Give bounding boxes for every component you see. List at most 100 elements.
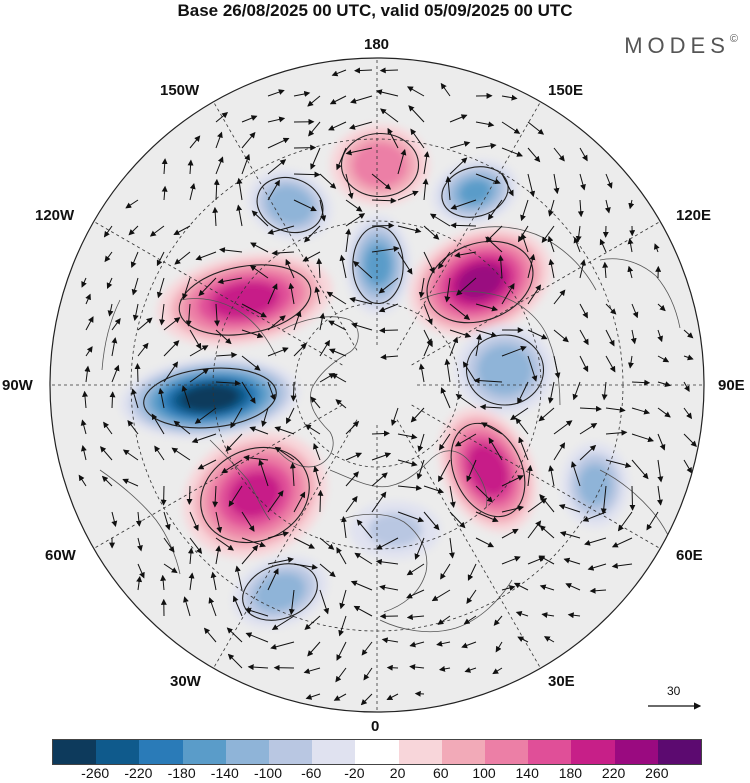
wind-vector	[267, 159, 287, 175]
wind-vector	[579, 355, 589, 373]
wind-vector	[371, 173, 392, 190]
wind-vector	[78, 474, 87, 487]
wind-vector	[249, 426, 269, 435]
wind-vector	[258, 459, 269, 487]
wind-vector	[210, 571, 217, 591]
wind-vector	[579, 173, 586, 191]
wind-vector	[475, 121, 495, 128]
wind-vector	[251, 210, 269, 227]
wind-vector	[293, 171, 321, 178]
wind-vector	[111, 337, 118, 357]
wind-vector	[267, 179, 280, 201]
wind-vector	[450, 199, 477, 210]
wind-vector	[501, 528, 519, 539]
contour-line	[465, 334, 545, 406]
wind-vector	[319, 312, 326, 331]
wind-vector	[163, 317, 181, 331]
wind-vector	[617, 511, 633, 532]
wind-vector	[163, 511, 171, 531]
wind-vector	[161, 158, 168, 175]
lon-label-180: 180	[364, 36, 390, 53]
wind-vector	[431, 589, 451, 602]
wind-vector	[605, 355, 616, 373]
wind-vector	[361, 641, 373, 656]
wind-vector	[397, 148, 407, 175]
colorbar-tick-label: -220	[124, 765, 153, 781]
wind-vector	[473, 377, 503, 384]
wind-vector	[501, 556, 521, 565]
wind-vector	[479, 404, 503, 411]
lon-label-60e: 60E	[676, 547, 703, 564]
contour-line	[441, 166, 509, 218]
lon-label-150e: 150E	[548, 82, 584, 99]
wind-vector	[577, 199, 584, 218]
wind-vector	[339, 254, 347, 279]
wind-vector	[227, 653, 243, 669]
wind-vector	[646, 511, 659, 531]
wind-vector	[501, 121, 521, 134]
wind-vector	[605, 173, 613, 189]
wind-vector	[331, 373, 347, 383]
wind-vector	[261, 407, 269, 427]
wind-vector	[267, 347, 289, 357]
wind-vector	[267, 568, 279, 591]
wind-vector	[319, 199, 327, 222]
wind-vector	[371, 197, 397, 204]
wind-vector	[579, 444, 597, 461]
wind-vector	[189, 135, 201, 149]
wind-vector	[241, 544, 259, 565]
colorbar-swatch	[53, 740, 97, 764]
wind-vector	[475, 485, 493, 503]
wind-vector	[241, 131, 256, 149]
wind-vector	[310, 147, 321, 170]
colorbar-tick-label: 260	[645, 765, 669, 781]
wind-vector	[449, 329, 472, 338]
wind-vector	[397, 459, 418, 467]
wind-vector	[410, 407, 425, 423]
wind-vector	[183, 596, 191, 617]
wind-vector	[208, 597, 217, 617]
wind-vector	[683, 381, 690, 393]
wind-vector	[104, 251, 113, 263]
wind-vector	[267, 315, 286, 331]
wind-vector	[488, 437, 503, 461]
wind-vector	[215, 131, 223, 149]
wind-vector	[448, 537, 455, 559]
wind-vector	[186, 485, 193, 505]
wind-vector	[182, 277, 191, 300]
positive-center-chukchi	[330, 124, 430, 206]
wind-vector	[515, 611, 529, 617]
wind-vector	[656, 485, 663, 506]
colorbar-swatch	[528, 740, 572, 764]
wind-vector	[517, 636, 529, 643]
wind-vector	[293, 310, 302, 331]
wind-vector	[215, 156, 224, 175]
wind-vector	[215, 380, 241, 387]
wind-vector	[510, 407, 529, 421]
wind-vector	[579, 329, 589, 346]
wind-vector	[543, 636, 555, 643]
wind-vector	[159, 303, 166, 326]
wind-vector	[605, 329, 615, 347]
colorbar-swatch	[355, 740, 399, 764]
wind-vector	[198, 277, 217, 297]
wind-vector	[80, 445, 87, 461]
wind-vector	[683, 354, 694, 361]
wind-vector	[154, 445, 165, 461]
colorbar-tick-label: -20	[344, 765, 365, 781]
lon-label-150w: 150W	[160, 82, 200, 99]
latitude-circle	[212, 220, 542, 550]
wind-vector	[455, 393, 477, 409]
wind-vector	[185, 303, 192, 327]
wind-vector	[161, 185, 168, 201]
wind-vector	[331, 69, 347, 77]
wind-vector	[444, 358, 451, 383]
wind-vector	[80, 419, 87, 435]
wind-vector	[547, 235, 555, 253]
wind-vector	[517, 381, 529, 405]
wind-vector	[409, 641, 425, 648]
wind-vector	[228, 485, 243, 507]
wind-vector	[631, 407, 651, 415]
wind-vector	[236, 177, 243, 201]
wind-vector	[579, 422, 598, 435]
